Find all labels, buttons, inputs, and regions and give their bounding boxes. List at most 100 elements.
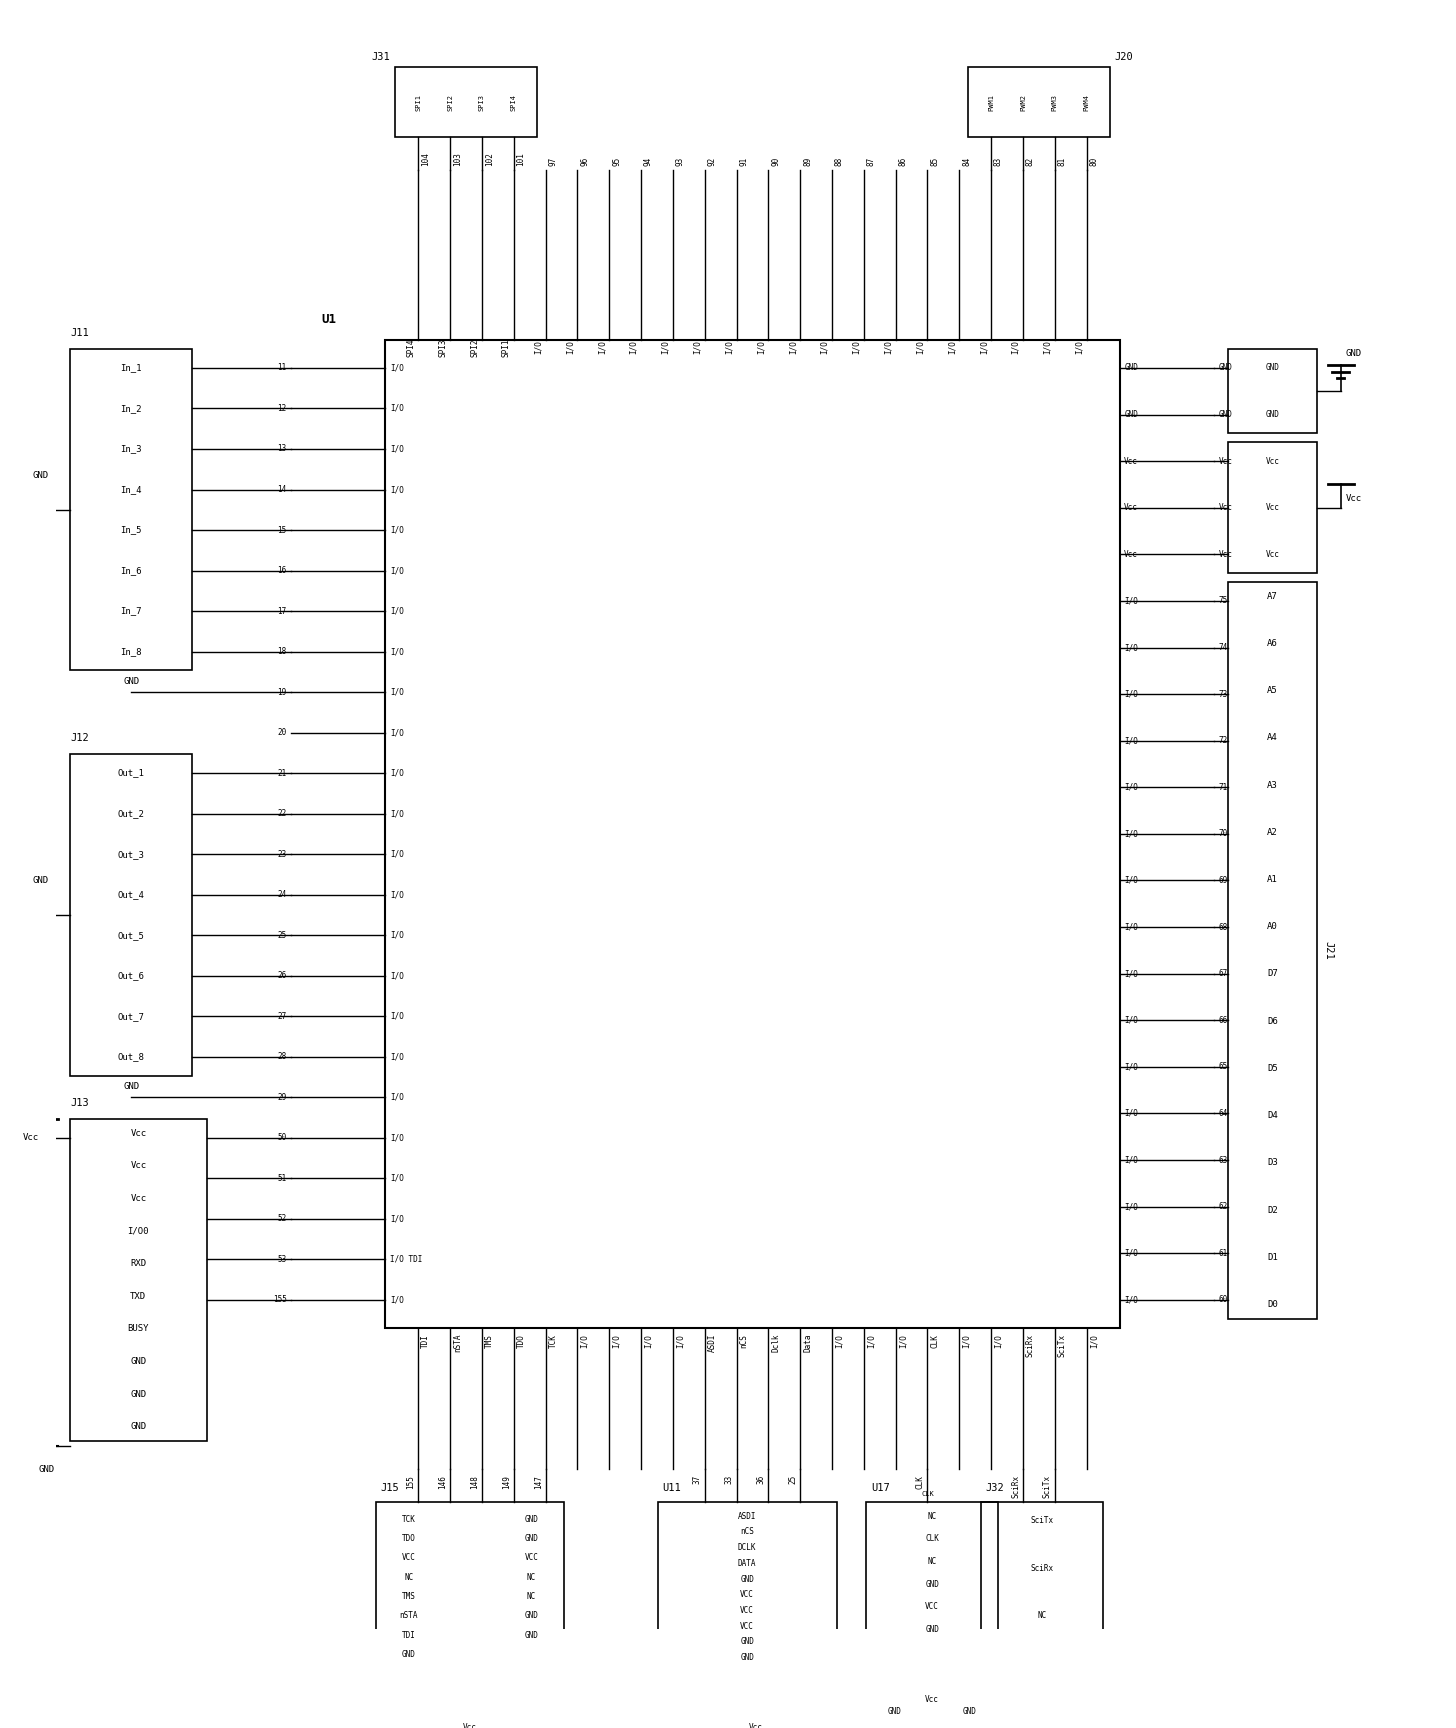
Text: NC: NC (927, 1512, 936, 1521)
Text: 53: 53 (277, 1255, 287, 1263)
Text: I/O: I/O (390, 971, 403, 980)
Text: 64: 64 (1219, 1109, 1227, 1118)
Text: 16: 16 (277, 567, 287, 575)
Text: SPI4: SPI4 (406, 339, 415, 356)
Text: I/O: I/O (1124, 876, 1139, 885)
Text: PWM4: PWM4 (1083, 93, 1089, 111)
Text: I/O: I/O (390, 1215, 403, 1223)
Text: 72: 72 (1219, 736, 1227, 745)
Text: NC: NC (1037, 1610, 1047, 1619)
Text: I/O: I/O (612, 1334, 622, 1348)
Text: 155: 155 (406, 1476, 415, 1490)
Text: I/O: I/O (980, 340, 989, 354)
Text: Vcc: Vcc (1219, 456, 1232, 465)
Text: I/O: I/O (390, 890, 403, 899)
Text: I/O: I/O (1124, 1016, 1139, 1025)
Text: I/O: I/O (757, 340, 766, 354)
Text: I/O: I/O (788, 340, 798, 354)
Text: I/O: I/O (693, 340, 702, 354)
Text: VCC: VCC (524, 1553, 539, 1562)
Text: GND: GND (740, 1574, 754, 1583)
Text: 89: 89 (804, 156, 812, 166)
Text: CLK: CLK (925, 1534, 939, 1543)
Text: I/O0: I/O0 (128, 1227, 149, 1236)
Text: 24: 24 (277, 890, 287, 899)
Text: 88: 88 (834, 156, 844, 166)
Text: I/O: I/O (390, 607, 403, 615)
Text: 63: 63 (1219, 1156, 1227, 1165)
Text: BUSY: BUSY (128, 1324, 149, 1334)
Text: I/O: I/O (644, 1334, 652, 1348)
Text: DATA: DATA (738, 1559, 756, 1567)
Text: GND: GND (124, 677, 140, 686)
Text: I/O: I/O (948, 340, 957, 354)
Text: 26: 26 (277, 971, 287, 980)
Text: 60: 60 (1219, 1296, 1227, 1305)
Text: SciTx: SciTx (1031, 1517, 1053, 1526)
Text: 12: 12 (277, 404, 287, 413)
Text: 13: 13 (277, 444, 287, 453)
Text: SPI3: SPI3 (438, 339, 447, 356)
Text: 74: 74 (1219, 643, 1227, 651)
Bar (968, 67, 1109, 137)
Text: D3: D3 (1267, 1158, 1278, 1168)
Text: A1: A1 (1267, 874, 1278, 885)
Text: In_6: In_6 (121, 567, 143, 575)
Text: 18: 18 (277, 646, 287, 657)
Text: 19: 19 (277, 688, 287, 696)
Text: GND: GND (1345, 349, 1361, 358)
Text: D5: D5 (1267, 1064, 1278, 1073)
Text: GND: GND (130, 1422, 147, 1431)
Text: 149: 149 (502, 1476, 511, 1490)
Text: I/O: I/O (820, 340, 830, 354)
Text: 85: 85 (930, 156, 939, 166)
Text: SciRx: SciRx (1010, 1476, 1021, 1498)
Text: In_4: In_4 (121, 486, 143, 494)
Text: In_3: In_3 (121, 444, 143, 453)
Text: GND: GND (888, 1707, 901, 1716)
Text: GND: GND (402, 1650, 416, 1659)
Text: 94: 94 (644, 156, 652, 166)
Text: I/O: I/O (1124, 923, 1139, 931)
Text: SPI2: SPI2 (470, 339, 479, 356)
Text: In_5: In_5 (121, 525, 143, 534)
Text: GND: GND (740, 1654, 754, 1662)
Text: 52: 52 (277, 1215, 287, 1223)
Text: I/O: I/O (1124, 1109, 1139, 1118)
Text: 93: 93 (676, 156, 684, 166)
Text: 102: 102 (485, 152, 494, 166)
Text: 69: 69 (1219, 876, 1227, 885)
Text: 67: 67 (1219, 969, 1227, 978)
Text: A6: A6 (1267, 639, 1278, 648)
Text: I/O: I/O (581, 1334, 590, 1348)
Text: 33: 33 (725, 1476, 734, 1484)
Text: I/O: I/O (1124, 1156, 1139, 1165)
Text: I/O: I/O (390, 1173, 403, 1182)
Text: 36: 36 (757, 1476, 766, 1484)
Text: 25: 25 (788, 1476, 798, 1484)
Text: TCK: TCK (549, 1334, 558, 1348)
Text: GND: GND (1219, 410, 1232, 420)
Text: 37: 37 (693, 1476, 702, 1484)
Text: SPI4: SPI4 (511, 93, 517, 111)
Text: TMS: TMS (402, 1591, 416, 1602)
Text: 87: 87 (866, 156, 875, 166)
Text: Vcc: Vcc (130, 1161, 147, 1170)
Text: D6: D6 (1267, 1016, 1278, 1026)
Text: I/O: I/O (390, 1092, 403, 1102)
Text: GND: GND (740, 1636, 754, 1647)
Text: 81: 81 (1057, 156, 1067, 166)
Text: I/O: I/O (629, 340, 638, 354)
Text: VCC: VCC (925, 1602, 939, 1610)
Text: 103: 103 (453, 152, 462, 166)
Text: 96: 96 (581, 156, 590, 166)
Text: U17: U17 (871, 1483, 890, 1493)
Text: SPI1: SPI1 (502, 339, 511, 356)
Text: 28: 28 (277, 1052, 287, 1061)
Text: D1: D1 (1267, 1253, 1278, 1261)
Text: J21: J21 (1324, 942, 1334, 959)
Text: GND: GND (524, 1631, 539, 1640)
Text: Out_5: Out_5 (118, 931, 144, 940)
Bar (658, 1502, 837, 1671)
Text: PWM3: PWM3 (1051, 93, 1057, 111)
